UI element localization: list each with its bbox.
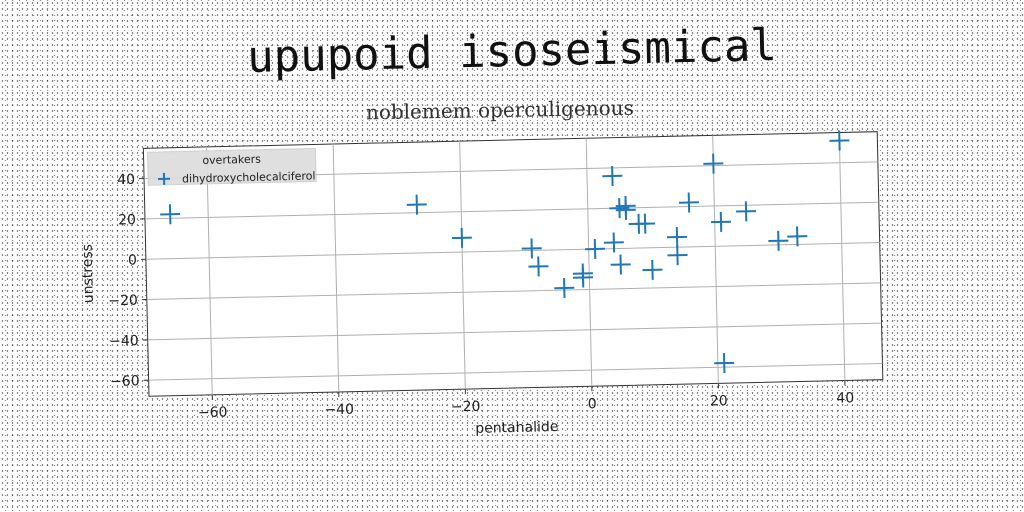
data-point	[554, 278, 575, 299]
x-tick-label: 40	[836, 390, 854, 406]
y-tick-label: −60	[110, 373, 140, 390]
data-point	[710, 211, 732, 232]
data-point	[528, 256, 549, 277]
data-point	[585, 238, 606, 260]
data-point	[714, 353, 735, 374]
data-point	[642, 259, 663, 280]
legend-box	[146, 147, 317, 186]
grid-line-y	[148, 362, 883, 381]
grid-line-x	[585, 138, 593, 387]
grid-line-y	[144, 201, 879, 220]
x-tick-label: −60	[198, 404, 228, 421]
data-point	[787, 226, 808, 247]
chart-subtitle: noblemem operculigenous	[366, 96, 634, 125]
grid-line-x	[712, 135, 719, 384]
data-point	[602, 165, 623, 187]
data-point	[406, 194, 427, 215]
legend-entry-label: dihydroxycholecalciferol	[182, 169, 316, 185]
y-tick-label: −20	[108, 293, 138, 310]
data-point	[736, 201, 757, 222]
data-point	[635, 213, 656, 234]
grid-line-x	[206, 146, 213, 395]
data-point	[667, 227, 688, 248]
data-point	[610, 254, 631, 275]
x-tick-label: −20	[451, 399, 481, 416]
legend-marker	[158, 172, 171, 185]
data-point	[603, 232, 624, 253]
data-point	[768, 230, 789, 251]
data-point	[615, 199, 636, 221]
grid	[144, 132, 883, 395]
y-tick-label: 0	[128, 252, 137, 268]
grid-line-y	[145, 242, 880, 260]
data-point	[829, 130, 850, 151]
y-tick-label: −40	[109, 333, 139, 350]
data-point	[521, 238, 542, 259]
data-points	[160, 130, 850, 374]
plot-area	[142, 131, 884, 397]
x-tick-label: 20	[710, 393, 728, 409]
grid-line-x	[838, 132, 846, 381]
grid-line-y	[146, 282, 881, 301]
x-tick-label: 0	[588, 396, 597, 412]
data-point	[678, 192, 699, 213]
data-point	[160, 204, 181, 225]
axis-ticks: −60 −40 −20 0 20 40 −60 −40 −20 0 20 40	[108, 172, 854, 421]
x-tick-label: −40	[324, 402, 354, 419]
grid-line-x	[332, 144, 340, 392]
y-axis-label: unstress	[80, 244, 97, 304]
y-tick-label: 20	[118, 212, 136, 228]
data-point	[703, 153, 724, 174]
legend-title: overtakers	[202, 153, 261, 167]
data-point	[572, 267, 594, 288]
legend: overtakers dihydroxycholecalciferol	[146, 147, 317, 186]
y-tick-label: 40	[117, 172, 135, 188]
x-axis-label: pentahalide	[475, 419, 559, 437]
grid-line-y	[147, 322, 882, 341]
data-point	[667, 245, 688, 266]
data-point	[451, 227, 472, 248]
grid-line-x	[459, 141, 466, 390]
